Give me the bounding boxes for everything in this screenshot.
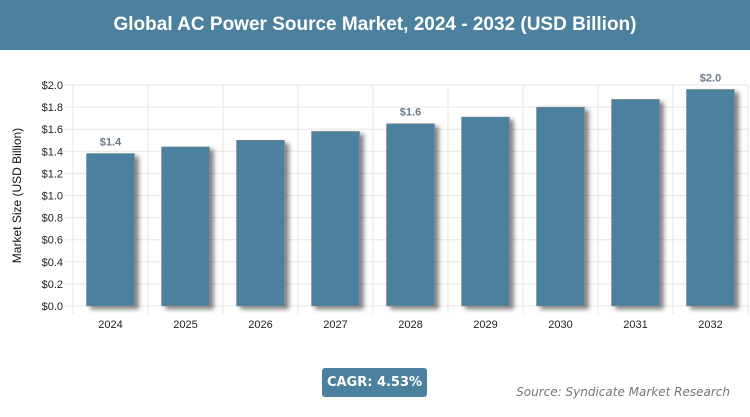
chart-title: Global AC Power Source Market, 2024 - 20…: [0, 0, 750, 50]
x-tick-label: 2032: [698, 319, 722, 331]
bar-2025: [161, 146, 210, 307]
bar-2031: [611, 99, 660, 307]
y-tick-label: $1.2: [42, 168, 63, 180]
bar-2026: [236, 140, 285, 307]
x-tick-label: 2027: [323, 319, 347, 331]
data-label: $1.4: [100, 137, 122, 149]
bar-2027: [311, 131, 360, 307]
y-tick-label: $1.8: [42, 102, 63, 114]
x-tick-label: 2026: [248, 319, 272, 331]
bar-chart: $0.0 $0.2 $0.4 $0.6 $0.8 $1.0 $1.2 $1.4 $1.6 $1.8…: [10, 72, 749, 331]
data-label: $2.0: [700, 72, 721, 84]
bar-2030: [536, 106, 585, 307]
x-tick-label: 2028: [398, 319, 422, 331]
bar-2024: [86, 153, 135, 307]
x-tick-label: 2029: [473, 319, 497, 331]
y-tick-label: $0.8: [42, 213, 63, 225]
y-tick-label: $0.0: [42, 301, 63, 313]
y-tick-label: $0.2: [42, 279, 63, 291]
x-tick-label: 2030: [548, 319, 572, 331]
y-tick-label: $1.0: [42, 191, 63, 203]
y-tick-label: $0.4: [42, 257, 63, 269]
cagr-badge: CAGR: 4.53%: [322, 368, 427, 397]
y-axis-label: Market Size (USD Billion): [10, 128, 24, 263]
y-tick-label: $2.0: [42, 80, 63, 92]
y-tick-label: $0.6: [42, 235, 63, 247]
data-label: $1.6: [400, 107, 421, 119]
y-tick-label: $1.6: [42, 124, 63, 136]
x-tick-label: 2031: [623, 319, 647, 331]
bar-2029: [461, 116, 510, 307]
x-tick-label: 2024: [98, 319, 122, 331]
x-tick-label: 2025: [173, 319, 197, 331]
y-tick-label: $1.4: [42, 146, 63, 158]
bar-2028: [386, 123, 435, 307]
source-note: Source: Syndicate Market Research: [516, 385, 730, 399]
bar-2032: [686, 89, 735, 307]
